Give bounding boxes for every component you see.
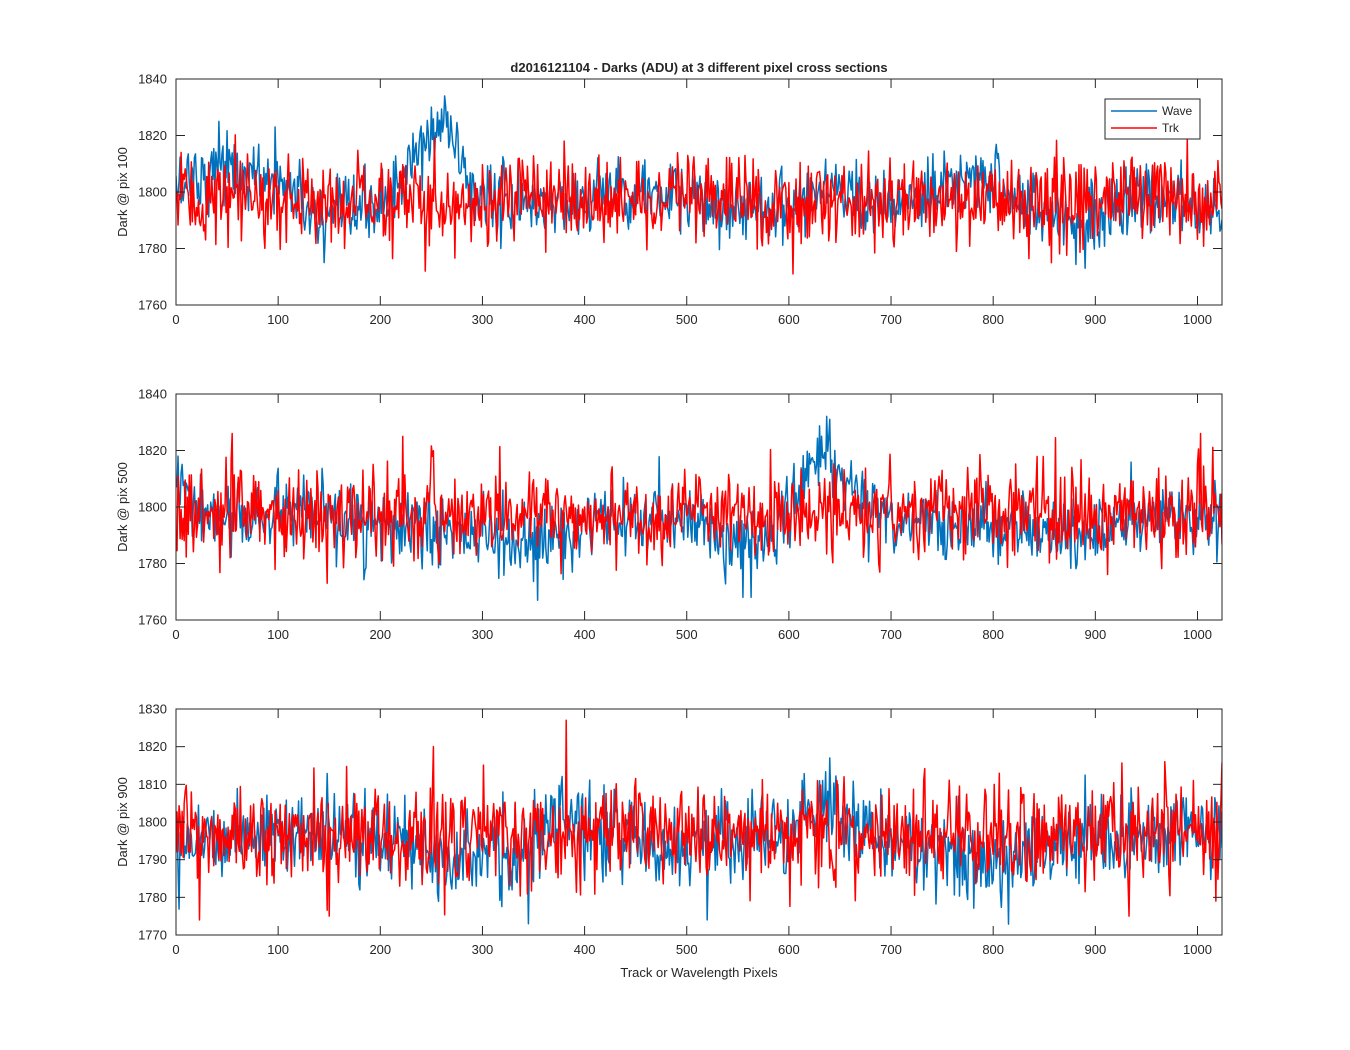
x-tick-label: 200: [369, 942, 391, 957]
series-group: [176, 415, 1222, 601]
legend-box: [1104, 98, 1201, 140]
legend-label-trk: Trk: [1162, 121, 1180, 135]
x-tick-label: 200: [369, 627, 391, 642]
y-tick-label: 1780: [138, 556, 167, 571]
subplot-pix-900: 0 100 200 300 400 500 600 700 800 900 1000 1770 1780…: [115, 702, 1223, 957]
x-tick-label: 200: [369, 312, 391, 327]
x-tick-label: 600: [778, 312, 800, 327]
series-group: [176, 719, 1222, 925]
y-tick-label: 1820: [138, 739, 167, 754]
series-group: [176, 95, 1222, 275]
y-tick-label: 1840: [138, 72, 167, 87]
x-tick-label: 0: [172, 627, 179, 642]
x-tick-label: 0: [172, 312, 179, 327]
y-tick-label: 1760: [138, 298, 167, 313]
y-tick-label: 1800: [138, 185, 167, 200]
legend-label-wave: Wave: [1162, 104, 1193, 118]
series-line-trk: [176, 719, 1222, 921]
x-tick-label: 100: [267, 312, 289, 327]
x-tick-label: 600: [778, 942, 800, 957]
x-tick-label: 1000: [1183, 942, 1212, 957]
y-tick-label: 1840: [138, 387, 167, 402]
x-tick-label: 900: [1084, 942, 1106, 957]
x-tick-label: 1000: [1183, 312, 1212, 327]
x-tick-label: 300: [472, 312, 494, 327]
x-tick-label: 400: [574, 942, 596, 957]
y-tick-label: 1780: [138, 890, 167, 905]
x-tick-label: 400: [574, 627, 596, 642]
x-tick-label: 700: [880, 312, 902, 327]
x-tick-label: 300: [472, 942, 494, 957]
y-tick-label: 1760: [138, 613, 167, 628]
x-tick-label: 900: [1084, 312, 1106, 327]
x-tick-label: 600: [778, 627, 800, 642]
x-tick-label: 500: [676, 942, 698, 957]
legend: Wave Trk: [1104, 98, 1201, 140]
y-tick-label: 1800: [138, 815, 167, 830]
y-axis-label: Dark @ pix 500: [115, 462, 130, 552]
y-tick-label: 1780: [138, 241, 167, 256]
x-tick-label: 300: [472, 627, 494, 642]
x-tick-label: 100: [267, 627, 289, 642]
x-tick-label: 800: [982, 627, 1004, 642]
y-tick-label: 1830: [138, 702, 167, 717]
y-tick-label: 1800: [138, 500, 167, 515]
subplot-pix-100: 0 100 200 300 400 500 600 700 800 900 1000 1760 1780…: [115, 72, 1223, 327]
x-tick-label: 800: [982, 942, 1004, 957]
y-axis-label: Dark @ pix 900: [115, 777, 130, 867]
series-line-trk: [176, 432, 1222, 585]
x-tick-label: 900: [1084, 627, 1106, 642]
y-tick-label: 1810: [138, 777, 167, 792]
x-tick-label: 0: [172, 942, 179, 957]
y-tick-label: 1820: [138, 443, 167, 458]
subplot-pix-500: 0 100 200 300 400 500 600 700 800 900 1000 1760 1780…: [115, 387, 1223, 642]
y-tick-label: 1790: [138, 852, 167, 867]
x-tick-label: 800: [982, 312, 1004, 327]
x-tick-label: 1000: [1183, 627, 1212, 642]
x-tick-label: 500: [676, 312, 698, 327]
series-line-wave: [176, 95, 1222, 270]
figure-title: d2016121104 - Darks (ADU) at 3 different…: [510, 60, 887, 75]
x-axis-label: Track or Wavelength Pixels: [620, 965, 778, 980]
series-line-trk: [176, 134, 1222, 275]
x-tick-label: 100: [267, 942, 289, 957]
y-tick-label: 1770: [138, 928, 167, 943]
x-tick-label: 700: [880, 942, 902, 957]
x-tick-label: 500: [676, 627, 698, 642]
x-tick-label: 400: [574, 312, 596, 327]
x-tick-label: 700: [880, 627, 902, 642]
y-axis-label: Dark @ pix 100: [115, 147, 130, 237]
y-tick-label: 1820: [138, 128, 167, 143]
